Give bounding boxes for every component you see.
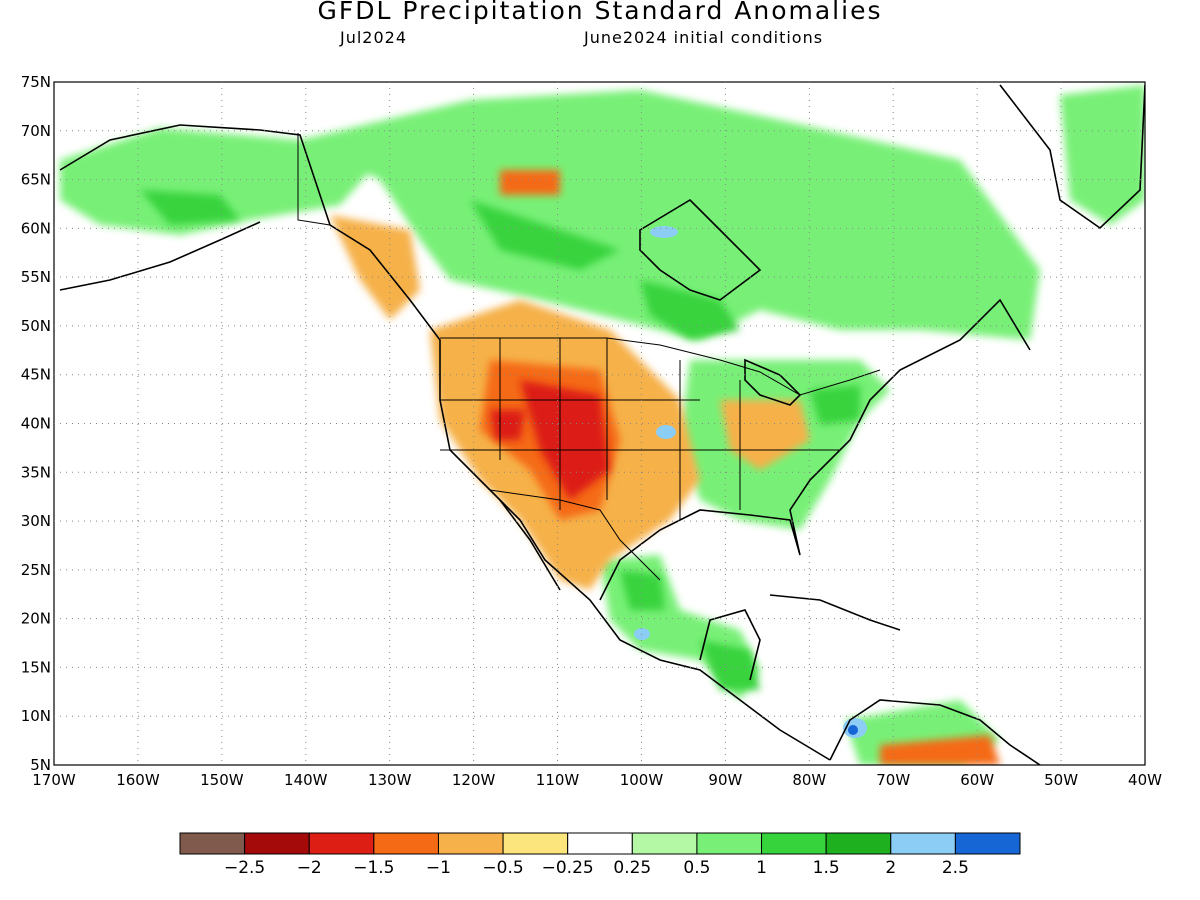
wet-core-mexico <box>620 570 665 610</box>
colorbar-label: −2 <box>297 858 322 878</box>
colorbar-swatch <box>179 832 246 855</box>
lon-tick-label: 80W <box>792 771 826 789</box>
colorbar <box>179 832 1021 855</box>
colorbar-swatch <box>825 832 892 855</box>
lat-tick-label: 65N <box>21 171 51 189</box>
lat-tick-label: 50N <box>21 317 51 335</box>
valid-month-label: Jul2024 <box>340 28 408 47</box>
colorbar-label: 0.5 <box>683 858 710 878</box>
lon-tick-label: 170W <box>32 771 76 789</box>
coastlines <box>59 84 1145 765</box>
lat-tick-label: 45N <box>21 366 51 384</box>
dry-core-yukon <box>500 170 560 195</box>
lon-tick-label: 160W <box>116 771 160 789</box>
lat-tick-label: 20N <box>21 610 51 628</box>
dry-ohio-valley <box>720 400 810 470</box>
state-lines <box>440 338 840 520</box>
yucatan <box>699 609 761 681</box>
colorbar-swatch <box>373 832 439 855</box>
wet-core-northeast <box>810 385 860 425</box>
lat-tick-label: 75N <box>21 73 51 91</box>
colorbar-label: −2.5 <box>224 858 265 878</box>
lon-tick-label: 100W <box>620 771 664 789</box>
lon-tick-label: 50W <box>1044 771 1078 789</box>
colorbar-label: 2 <box>885 858 896 878</box>
cuba <box>769 594 901 631</box>
colorbar-swatch <box>567 832 633 855</box>
dry-bc-coast <box>330 215 420 320</box>
wet-canada <box>300 90 1040 340</box>
lat-tick-label: 35N <box>21 463 51 481</box>
greenland-coast <box>999 84 1145 230</box>
colorbar-labels: −2.5 −2 −1.5 −1 −0.5 −0.25 0.25 0.5 1 1.5 2 2.5 <box>224 858 969 878</box>
colorbar-label: −1.5 <box>353 858 394 878</box>
colorbar-swatch <box>502 832 569 855</box>
lon-tick-label: 70W <box>876 771 910 789</box>
wet-spot-hudson <box>650 226 678 238</box>
wet-spot-kansas <box>656 425 676 439</box>
lat-tick-label: 25N <box>21 561 51 579</box>
lon-tick-label: 90W <box>708 771 742 789</box>
us-mexico-border <box>489 489 661 581</box>
lat-tick-label: 40N <box>21 415 51 433</box>
wet-spot-colombia-core <box>848 725 858 735</box>
lat-tick-label: 30N <box>21 512 51 530</box>
lon-tick-label: 130W <box>368 771 412 789</box>
colorbar-label: −1 <box>426 858 451 878</box>
lat-tick-label: 55N <box>21 268 51 286</box>
dry-extreme-great-basin <box>490 410 525 440</box>
colorbar-swatch <box>244 832 310 855</box>
wet-core-hudson <box>640 280 740 340</box>
colorbar-label: 2.5 <box>942 858 969 878</box>
hudson-bay <box>639 198 762 301</box>
lon-tick-label: 110W <box>536 771 580 789</box>
dry-core-sa <box>880 735 1000 765</box>
lon-tick-label: 140W <box>284 771 328 789</box>
south-america-coast <box>829 699 1041 765</box>
alaska-border <box>297 133 331 226</box>
colorbar-swatch <box>308 832 375 855</box>
map-title: GFDL Precipitation Standard Anomalies <box>317 0 883 25</box>
lon-tick-label: 120W <box>452 771 496 789</box>
anomaly-shading <box>60 85 1145 765</box>
colorbar-swatch <box>437 832 504 855</box>
wet-greenland <box>1060 85 1145 225</box>
colorbar-label: 1.5 <box>813 858 840 878</box>
lon-tick-label: 40W <box>1128 771 1162 789</box>
lon-tick-label: 150W <box>200 771 244 789</box>
colorbar-swatch <box>954 832 1021 855</box>
colorbar-label: 0.25 <box>613 858 651 878</box>
longitude-labels: 170W 160W 150W 140W 130W 120W 110W 100W 90W 80W 70… <box>32 771 1162 789</box>
colorbar-swatch <box>890 832 956 855</box>
lat-tick-label: 10N <box>21 707 51 725</box>
wet-alaska <box>60 128 380 235</box>
wet-core-alaska <box>140 190 240 225</box>
baja-california <box>499 499 561 591</box>
lon-tick-label: 60W <box>960 771 994 789</box>
lat-tick-label: 60N <box>21 219 51 237</box>
latitude-labels: 75N 70N 65N 60N 55N 50N 45N 40N 35N 30N 25N 20N 15N 1… <box>21 73 51 774</box>
us-canada-border <box>440 337 881 396</box>
political-borders <box>297 133 881 581</box>
colorbar-swatch <box>761 832 827 855</box>
initial-conditions-label: June2024 initial conditions <box>584 28 824 47</box>
wet-spot-mexico <box>634 628 650 640</box>
colorbar-swatch <box>696 832 763 855</box>
colorbar-label: 1 <box>756 858 767 878</box>
dry-extreme-colorado <box>520 380 610 500</box>
lat-tick-label: 5N <box>30 756 51 774</box>
lat-tick-label: 70N <box>21 122 51 140</box>
colorbar-label: −0.5 <box>482 858 523 878</box>
colorbar-swatch <box>631 832 698 855</box>
lat-tick-label: 15N <box>21 658 51 676</box>
gulf-coast <box>599 298 1031 601</box>
colorbar-label: −0.25 <box>542 858 594 878</box>
wet-core-mexico-south <box>700 640 760 690</box>
wet-core-canada <box>470 200 620 270</box>
alaska-peninsula <box>59 221 261 291</box>
